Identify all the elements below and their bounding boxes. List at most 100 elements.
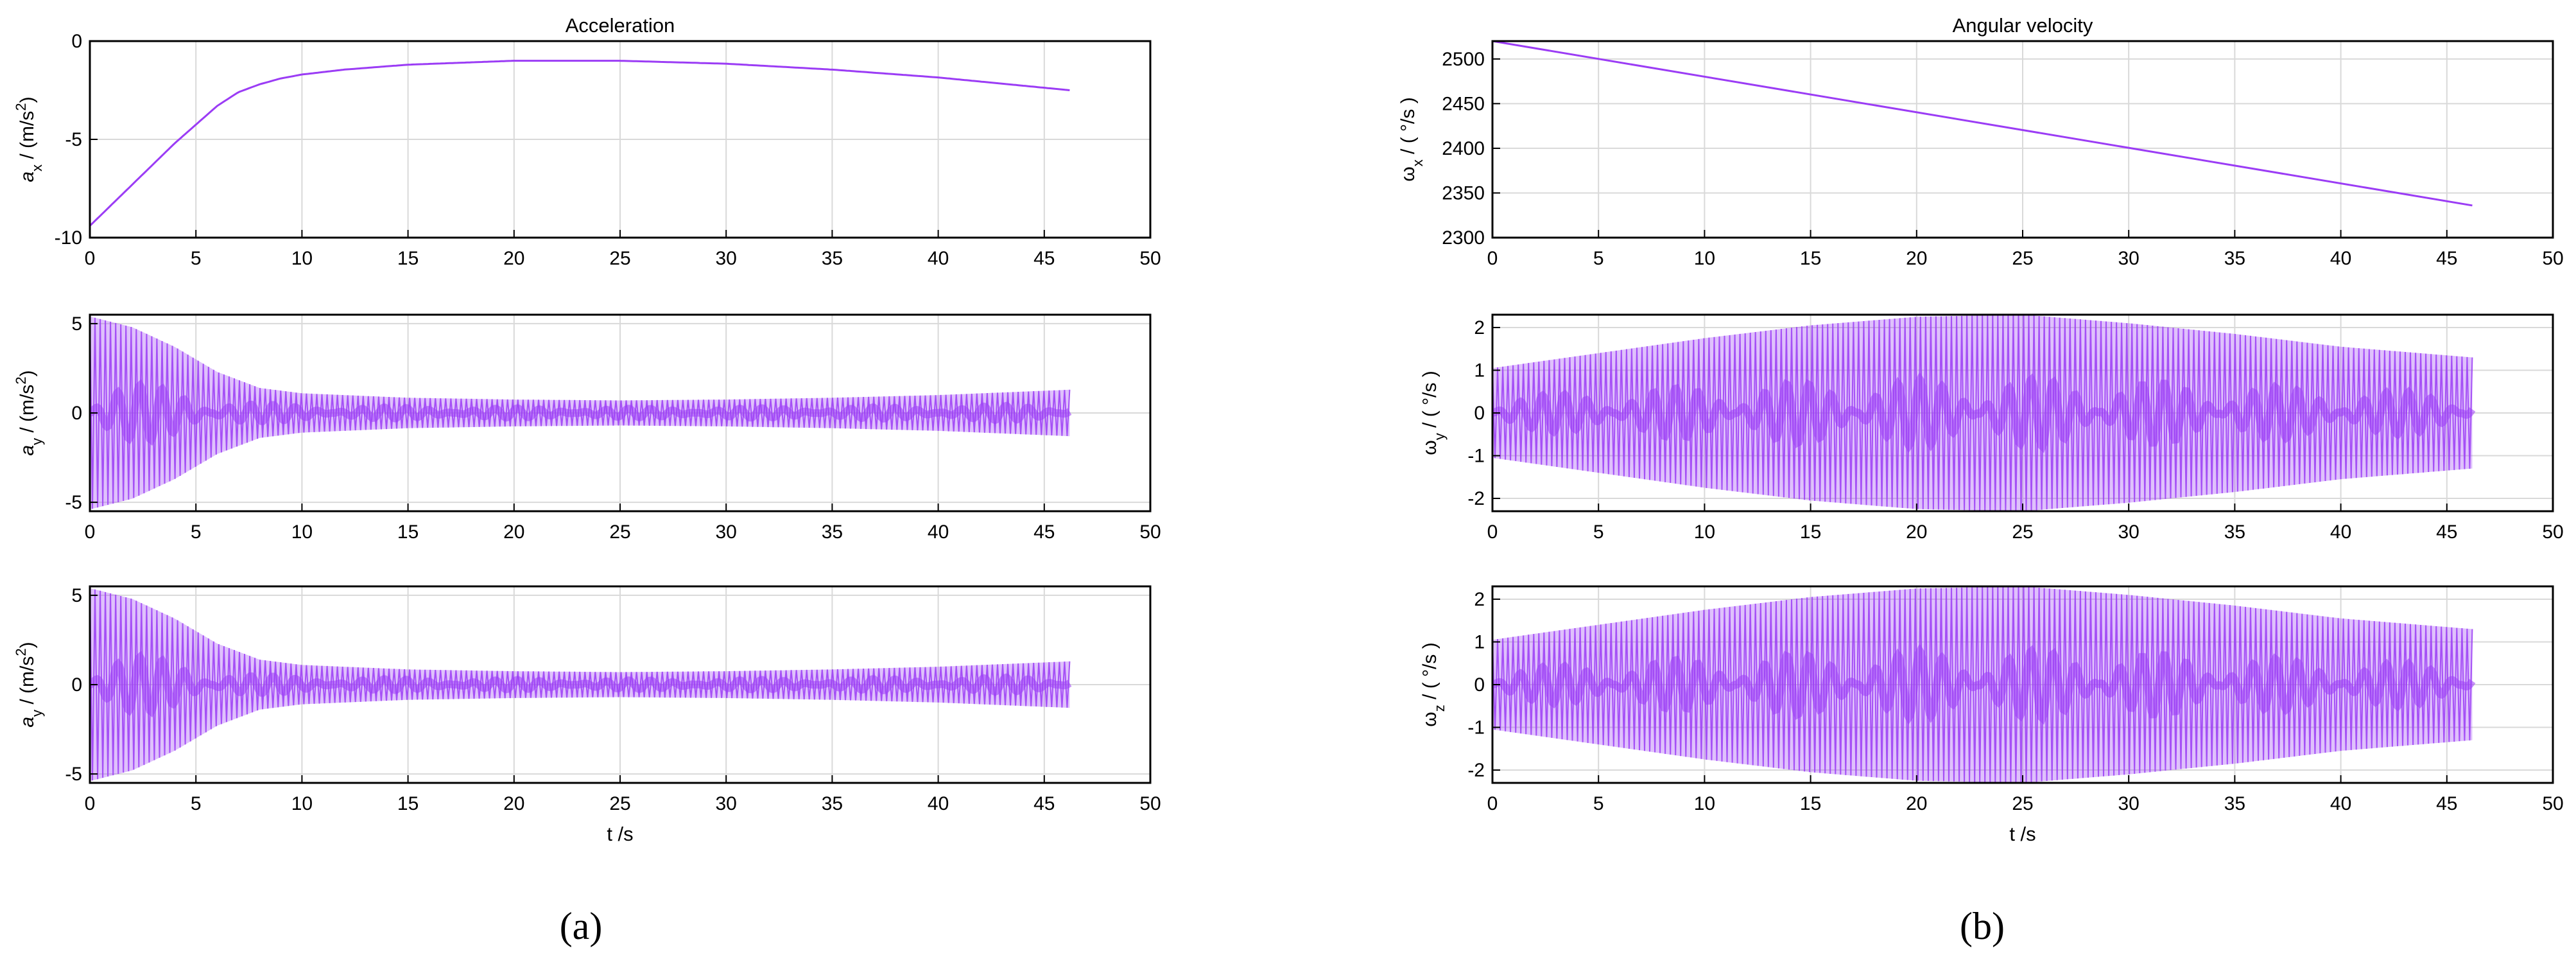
- line-ax: [90, 60, 1070, 227]
- x-tick-label: 20: [1906, 793, 1927, 814]
- x-tick-label: 35: [822, 793, 843, 814]
- x-tick-label: 50: [1139, 793, 1161, 814]
- y-tick-label: 0: [1474, 403, 1485, 424]
- y-tick-label: 1: [1474, 631, 1485, 653]
- y-tick-label: 0: [1474, 674, 1485, 696]
- y-tick-label: -1: [1467, 717, 1485, 739]
- x-tick-label: 50: [2542, 793, 2563, 814]
- x-tick-label: 10: [291, 248, 313, 269]
- y-tick-label: -5: [65, 764, 82, 785]
- x-tick-label: 45: [2436, 521, 2457, 543]
- x-tick-label: 45: [1033, 793, 1055, 814]
- y-tick-label: 2300: [1442, 227, 1485, 249]
- chart-wy: 0 5 10 15 20 25 30 35 40 45 50 -2 -1 0 1 2 ωy / ( °/s ): [1419, 313, 2564, 543]
- series-wy: [1492, 315, 2476, 511]
- x-tick-label: 40: [928, 521, 949, 543]
- x-tick-label: 50: [1139, 248, 1161, 269]
- y-tick-label: 5: [71, 585, 82, 606]
- x-tick-label: 35: [822, 521, 843, 543]
- x-tick-label: 20: [1906, 248, 1927, 269]
- chart-ax: 0 5 10 15 20 25 30 35 40 45 50 -10 -5 0 Acceleration ax…: [13, 14, 1161, 269]
- x-tick-label: 35: [822, 248, 843, 269]
- y-tick-label: 2400: [1442, 138, 1485, 159]
- y-axis-label: ωy / ( °/s ): [1419, 371, 1448, 455]
- beat-wy: [1492, 372, 2476, 453]
- x-tick-label: 25: [609, 248, 630, 269]
- y-axis-label: ay / (m/s2): [13, 370, 45, 455]
- panel-label-a: (a): [560, 905, 603, 947]
- chart-wx: 0 5 10 15 20 25 30 35 40 45 50 2300 2350 2400 2450 2500…: [1397, 14, 2564, 269]
- chart-title: Acceleration: [566, 14, 675, 37]
- x-tick-label: 30: [716, 793, 737, 814]
- x-tick-label: 10: [1694, 248, 1715, 269]
- x-tick-label: 45: [1033, 521, 1055, 543]
- x-tick-label: 40: [2330, 248, 2351, 269]
- x-tick-label: 20: [1906, 521, 1927, 543]
- y-tick-label: 2500: [1442, 49, 1485, 70]
- x-tick-label: 0: [85, 248, 96, 269]
- chart-wz: 0 5 10 15 20 25 30 35 40 45 50 -2 -1 0 1 2 t /s ωz / ( °/…: [1419, 585, 2564, 845]
- x-tick-label: 30: [2118, 521, 2139, 543]
- y-tick-label: 2: [1474, 317, 1485, 338]
- x-tick-label: 25: [2012, 793, 2033, 814]
- series-wx: [1492, 41, 2473, 207]
- x-tick-label: 30: [2118, 248, 2139, 269]
- y-tick-label: -1: [1467, 446, 1485, 467]
- y-axis-label: ωz / ( °/s ): [1419, 642, 1448, 726]
- beat-wz: [1492, 644, 2476, 725]
- panel-label-b: (b): [1960, 905, 2005, 947]
- x-tick-label: 10: [291, 793, 313, 814]
- x-tick-label: 0: [85, 521, 96, 543]
- y-tick-label: -5: [65, 492, 82, 513]
- beat-ay1: [90, 379, 1072, 446]
- y-tick-label: -2: [1467, 760, 1485, 781]
- x-tick-label: 50: [2542, 521, 2563, 543]
- x-tick-label: 0: [1487, 248, 1498, 269]
- x-tick-label: 15: [397, 521, 419, 543]
- x-tick-label: 5: [191, 793, 202, 814]
- x-tick-label: 0: [85, 793, 96, 814]
- x-tick-label: 30: [716, 248, 737, 269]
- y-tick-label: 2350: [1442, 182, 1485, 204]
- series-ax: [90, 60, 1070, 227]
- x-tick-label: 40: [928, 248, 949, 269]
- x-tick-label: 40: [2330, 521, 2351, 543]
- x-tick-label: 35: [2224, 793, 2245, 814]
- y-tick-label: -5: [65, 129, 82, 150]
- x-tick-label: 20: [503, 248, 524, 269]
- x-tick-label: 40: [928, 793, 949, 814]
- x-tick-label: 20: [503, 793, 524, 814]
- y-axis-label: ωx / ( °/s ): [1397, 97, 1426, 181]
- x-tick-label: 45: [1033, 248, 1055, 269]
- x-tick-label: 5: [1593, 521, 1604, 543]
- x-tick-label: 10: [291, 521, 313, 543]
- x-tick-label: 25: [609, 793, 630, 814]
- x-tick-label: 15: [1800, 248, 1821, 269]
- x-tick-label: 45: [2436, 793, 2457, 814]
- x-tick-label: 15: [1800, 793, 1821, 814]
- x-tick-label: 20: [503, 521, 524, 543]
- x-tick-label: 15: [1800, 521, 1821, 543]
- y-axis-label: ay / (m/s2): [13, 642, 45, 727]
- x-tick-label: 50: [2542, 248, 2563, 269]
- x-tick-label: 35: [2224, 248, 2245, 269]
- x-tick-label: 50: [1139, 521, 1161, 543]
- x-tick-label: 5: [1593, 793, 1604, 814]
- x-tick-label: 5: [1593, 248, 1604, 269]
- x-tick-label: 25: [609, 521, 630, 543]
- x-tick-label: 15: [397, 793, 419, 814]
- y-tick-label: -10: [55, 227, 82, 249]
- series-ay1: [90, 316, 1072, 510]
- y-tick-label: -2: [1467, 488, 1485, 509]
- y-tick-label: 5: [71, 313, 82, 335]
- x-tick-label: 10: [1694, 521, 1715, 543]
- x-axis-label: t /s: [2009, 823, 2036, 845]
- y-tick-label: 0: [71, 31, 82, 52]
- line-wx: [1492, 41, 2473, 207]
- y-tick-label: 2: [1474, 589, 1485, 610]
- x-axis-label: t /s: [607, 823, 633, 845]
- x-tick-label: 5: [191, 248, 202, 269]
